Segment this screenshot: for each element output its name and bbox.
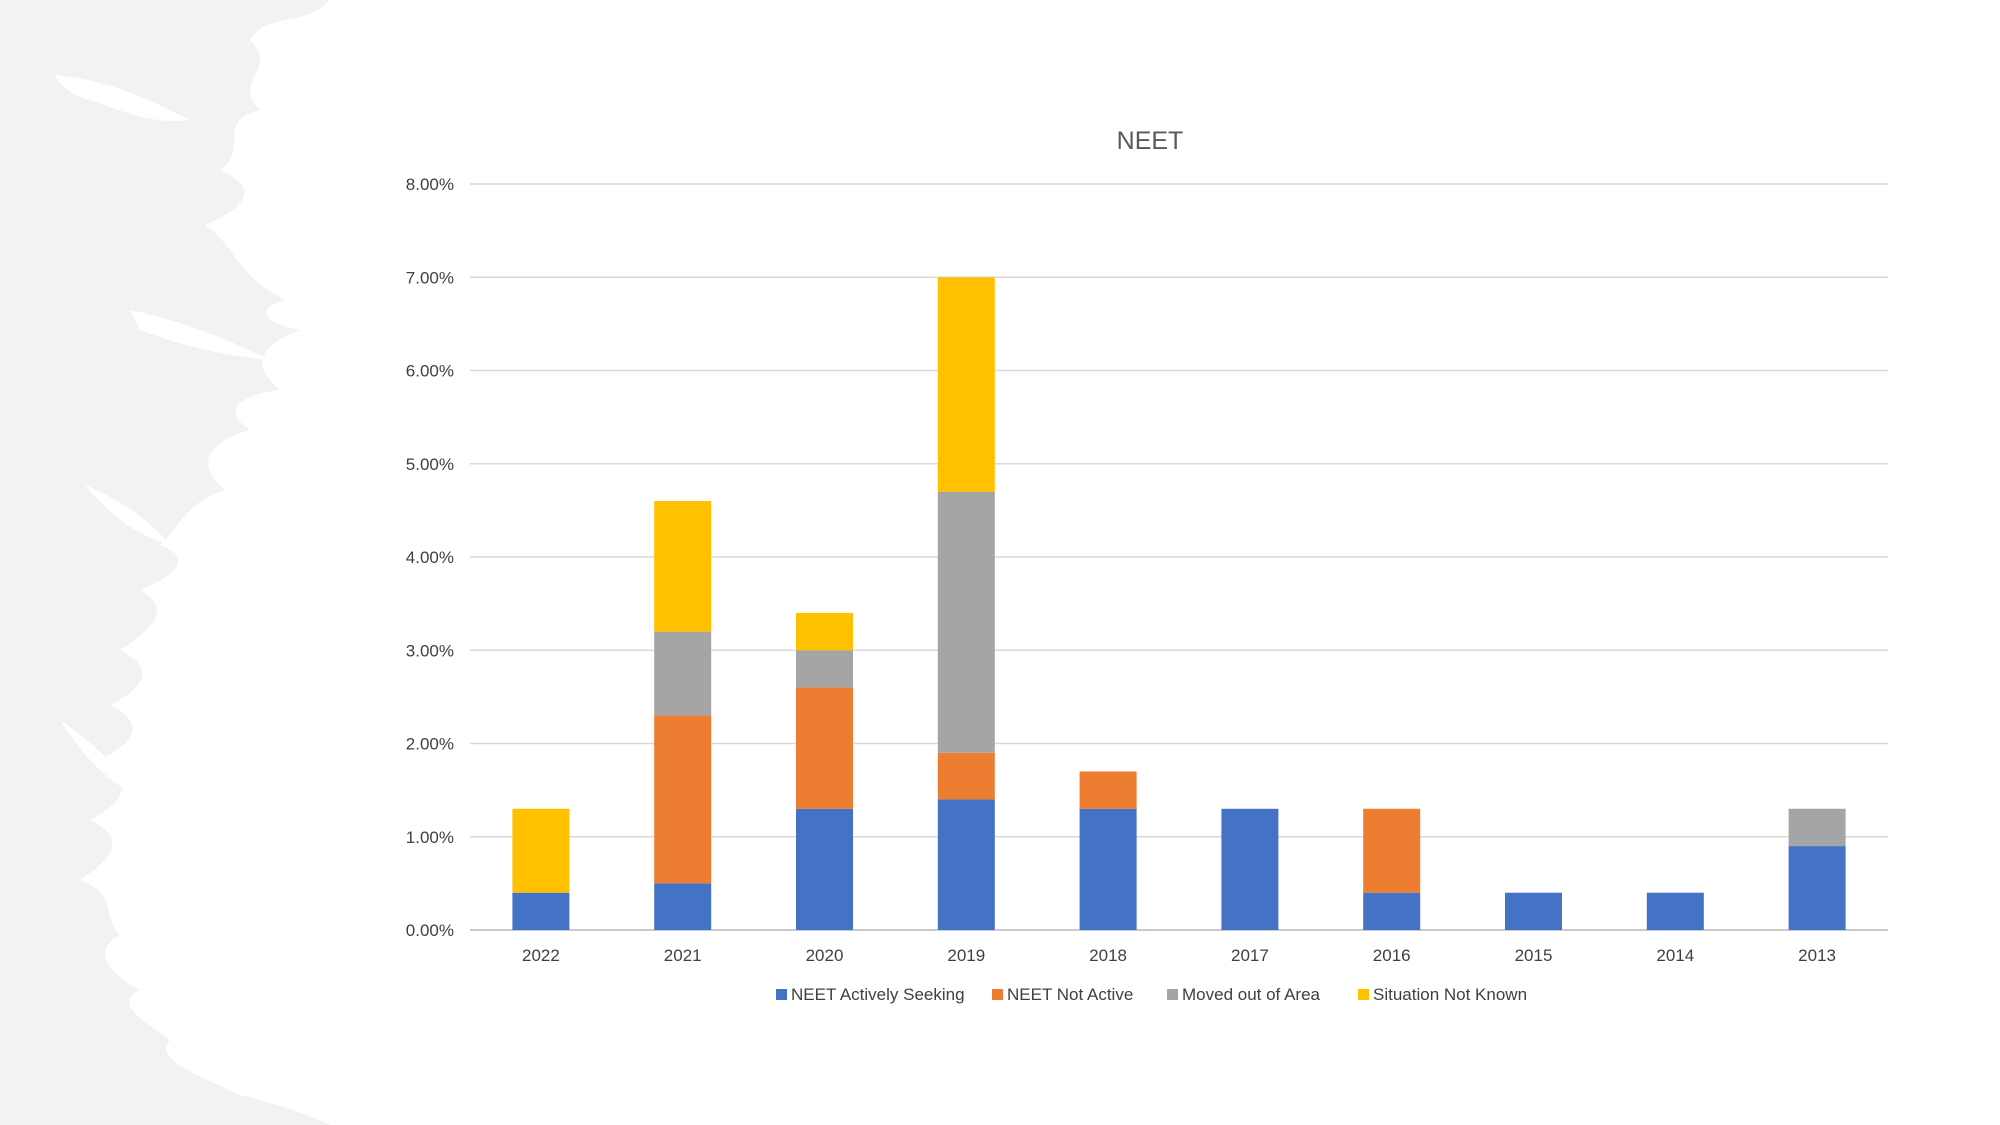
legend-item: Moved out of Area [1167, 985, 1321, 1004]
bar-segment [796, 687, 853, 809]
x-tick-label: 2021 [664, 946, 702, 965]
y-axis-tick-labels: 0.00% 1.00% 2.00% 3.00% 4.00% 5.00% 6.00% 7.00%… [406, 175, 454, 940]
x-tick-label: 2018 [1089, 946, 1127, 965]
legend-item: Situation Not Known [1358, 985, 1527, 1004]
x-tick-label: 2016 [1373, 946, 1411, 965]
x-axis-tick-labels: 2022 2021 2020 2019 2018 2017 2016 2015 2014 2013 [522, 946, 1836, 965]
bar-segment [1363, 892, 1421, 930]
legend-item: NEET Actively Seeking [776, 985, 965, 1004]
x-tick-label: 2014 [1656, 946, 1694, 965]
bar-segment [796, 612, 853, 651]
bar-segment [654, 501, 712, 632]
legend: NEET Actively Seeking NEET Not Active Move… [776, 985, 1527, 1004]
y-tick-label: 8.00% [406, 175, 454, 194]
bar-segment [1788, 808, 1846, 847]
bar-segment [654, 715, 712, 884]
legend-swatch [992, 989, 1003, 1000]
legend-label: Moved out of Area [1182, 985, 1321, 1004]
bar-segment [1221, 808, 1279, 930]
legend-swatch [776, 989, 787, 1000]
bar-segment [654, 883, 712, 930]
bar-segment [1646, 892, 1704, 930]
y-tick-label: 1.00% [406, 828, 454, 847]
bar-segment [796, 650, 853, 688]
bars [512, 277, 1846, 930]
bar-segment [654, 631, 712, 716]
x-tick-label: 2017 [1231, 946, 1269, 965]
bar-segment [937, 752, 995, 800]
legend-swatch [1167, 989, 1178, 1000]
y-tick-label: 6.00% [406, 362, 454, 381]
bar-segment [1079, 808, 1137, 930]
bar-segment [796, 808, 853, 930]
x-tick-label: 2022 [522, 946, 560, 965]
bar-segment [937, 491, 995, 753]
x-tick-label: 2013 [1798, 946, 1836, 965]
x-tick-label: 2015 [1515, 946, 1553, 965]
bar-segment [1505, 892, 1562, 930]
bar-segment [1079, 771, 1137, 809]
legend-label: NEET Not Active [1007, 985, 1133, 1004]
legend-item: NEET Not Active [992, 985, 1133, 1004]
legend-swatch [1358, 989, 1369, 1000]
x-tick-label: 2019 [947, 946, 985, 965]
bar-segment [937, 277, 995, 492]
y-tick-label: 4.00% [406, 548, 454, 567]
y-tick-label: 3.00% [406, 641, 454, 660]
legend-label: Situation Not Known [1373, 985, 1527, 1004]
chart-title: NEET [1117, 127, 1184, 155]
legend-label: NEET Actively Seeking [791, 985, 965, 1004]
bar-segment [1363, 808, 1421, 893]
y-tick-label: 5.00% [406, 455, 454, 474]
y-tick-label: 7.00% [406, 268, 454, 287]
bar-segment [937, 799, 995, 930]
bar-segment [512, 892, 570, 930]
bar-segment [512, 808, 570, 893]
y-tick-label: 0.00% [406, 921, 454, 940]
y-tick-label: 2.00% [406, 735, 454, 754]
x-tick-label: 2020 [806, 946, 844, 965]
bar-segment [1788, 846, 1846, 930]
